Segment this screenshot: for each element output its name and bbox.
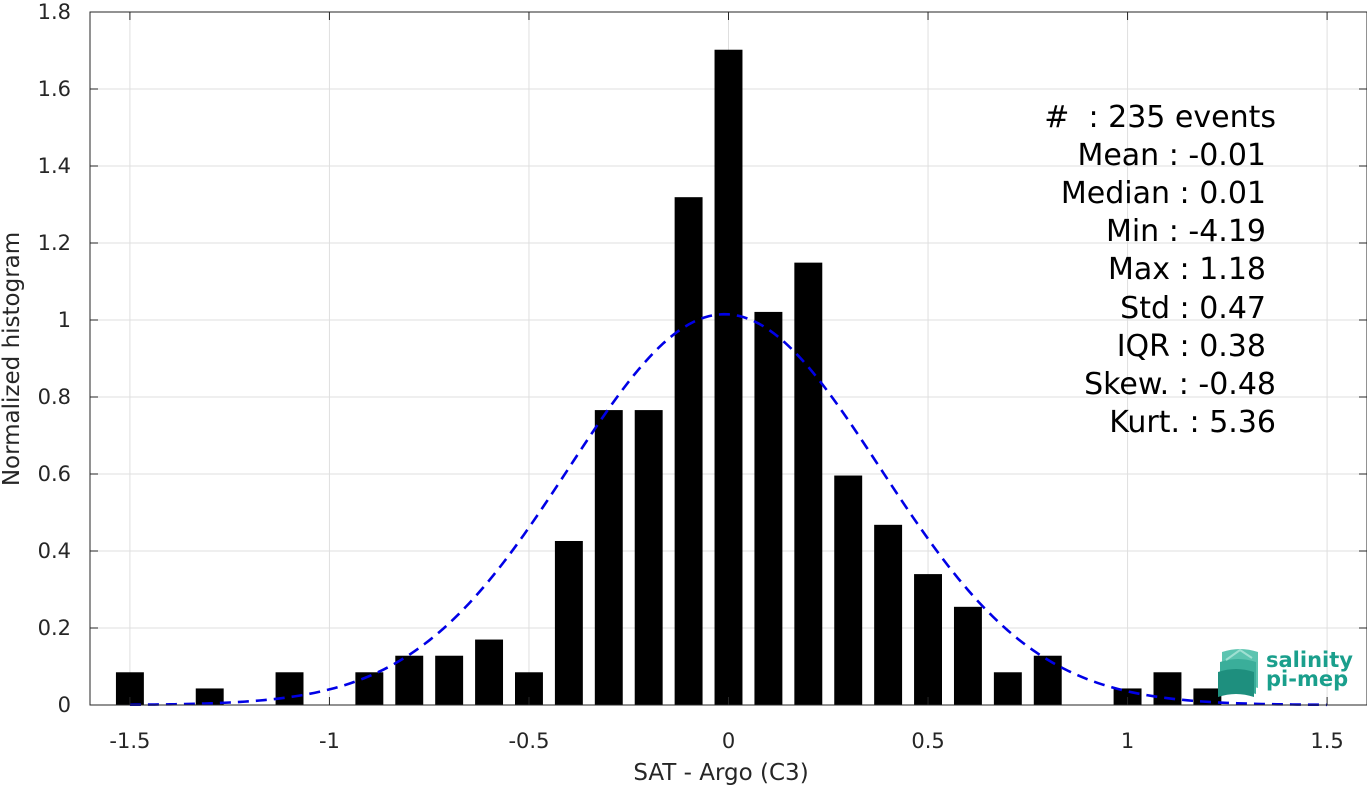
histogram-bar (395, 655, 424, 705)
x-axis-title: SAT - Argo (C3) (633, 760, 808, 786)
y-tick-label: 1.8 (38, 0, 71, 24)
y-tick-labels: 0 0.2 0.4 0.6 0.8 1 1.2 1.4 1.6 1.8 (38, 0, 71, 717)
x-tick-labels: -1.5 -1 -0.5 0 0.5 1 1.5 (109, 729, 1343, 753)
x-tick-label: 0 (722, 729, 735, 753)
histogram-bar (674, 197, 703, 705)
y-tick-label: 1.4 (38, 154, 71, 178)
histogram-bar (1153, 672, 1182, 705)
histogram-bar (834, 475, 863, 705)
axis-ticks (90, 11, 1367, 706)
histogram-bar (355, 672, 384, 705)
histogram-bar (195, 688, 224, 705)
stat-iqr: IQR : 0.38 (1117, 329, 1266, 364)
stat-mean: Mean : -0.01 (1077, 138, 1266, 173)
histogram-bar (794, 262, 823, 705)
histogram-bar (993, 672, 1022, 705)
histogram-bar (554, 540, 583, 705)
y-axis-title: Normalized histogram (0, 232, 25, 486)
stat-kurt: Kurt. : 5.36 (1109, 405, 1276, 440)
x-tick-label: -0.5 (508, 729, 549, 753)
x-tick-label: -1.5 (109, 729, 150, 753)
histogram-bars (115, 49, 1222, 706)
x-tick-label: 1.5 (1310, 729, 1343, 753)
y-tick-label: 1.6 (38, 77, 71, 101)
stat-std: Std : 0.47 (1120, 291, 1266, 326)
salinity-pimep-logo: salinity pi-mep (1218, 648, 1353, 697)
stat-min: Min : -4.19 (1106, 214, 1266, 249)
y-tick-label: 0.6 (38, 462, 71, 486)
histogram-bar (953, 606, 982, 705)
histogram-bar (754, 311, 783, 705)
y-tick-label: 0.2 (38, 616, 71, 640)
stats-annotation: # : 235 events Mean : -0.01 Median : 0.0… (1044, 100, 1276, 440)
x-tick-label: 0.5 (911, 729, 944, 753)
x-tick-label: 1 (1121, 729, 1134, 753)
y-tick-label: 0.8 (38, 385, 71, 409)
histogram-bar (594, 410, 623, 705)
histogram-bar (1033, 655, 1062, 705)
y-tick-label: 0.4 (38, 539, 71, 563)
histogram-bar (874, 524, 903, 705)
y-tick-label: 1.2 (38, 231, 71, 255)
logo-line2: pi-mep (1266, 667, 1348, 691)
wave-logo-icon (1218, 648, 1258, 697)
stat-max: Max : 1.18 (1108, 252, 1266, 287)
stat-median: Median : 0.01 (1061, 176, 1266, 211)
stat-events: # : 235 events (1044, 100, 1276, 135)
logo-line1: salinity (1266, 648, 1353, 672)
histogram-bar (914, 574, 942, 705)
histogram-bar (435, 655, 464, 705)
gaussian-fit-curve (129, 312, 1328, 707)
y-tick-label: 1 (58, 308, 71, 332)
histogram-bar (275, 672, 304, 705)
x-tick-label: -1 (319, 729, 340, 753)
histogram-bar (714, 49, 743, 706)
y-tick-label: 0 (58, 693, 71, 717)
histogram-bar (634, 410, 663, 705)
stat-skew: Skew. : -0.48 (1084, 367, 1276, 402)
histogram-bar (475, 639, 504, 705)
